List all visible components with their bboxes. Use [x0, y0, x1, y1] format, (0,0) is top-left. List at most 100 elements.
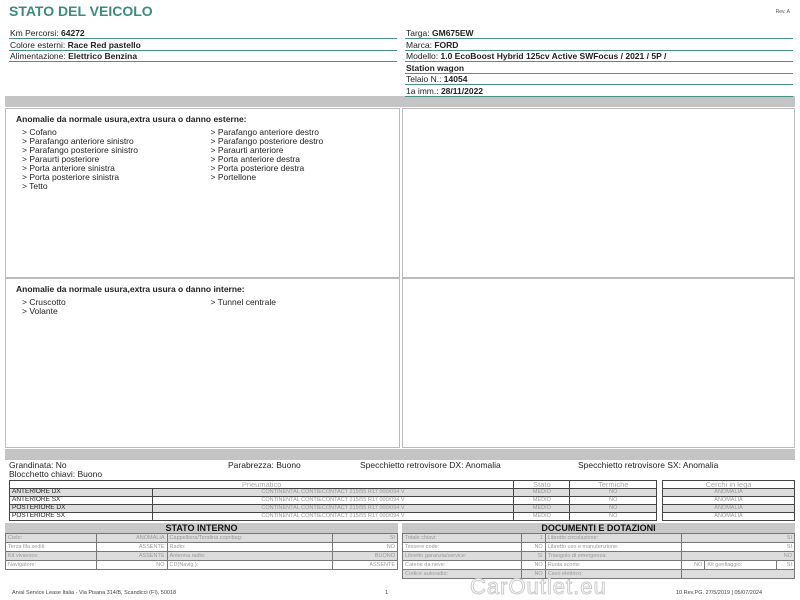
grid-row: Cielo: ANOMALIA Cappelliera/Tendina coprib…	[5, 533, 399, 543]
grid-label: Antenna radio:	[166, 551, 333, 561]
grid-value: SI	[680, 533, 796, 543]
grid-label: Ruota scorta:	[544, 560, 682, 570]
field-label: Marca:	[406, 39, 435, 50]
grid-label: Navigatore:	[5, 560, 97, 570]
tyre-stato: MEDIO	[513, 504, 571, 513]
tyre-termiche: NO	[569, 504, 657, 513]
damage-item: > Porta posteriore destra	[210, 163, 305, 173]
internal-damage-box: Anomalie da normale usura,extra usura o …	[5, 278, 400, 448]
footer-address: Arval Service Lease Italia - Via Pisana …	[12, 590, 177, 596]
grid-label: Codice autoradio:	[402, 569, 522, 579]
field-value: 1.0 EcoBoost Hybrid 125cv Active SWFocus…	[440, 51, 667, 61]
internal-photo-area	[402, 278, 795, 448]
internal-damage-title: Anomalie da normale usura,extra usura o …	[16, 284, 245, 294]
tyre-row: POSTERIORE SX CONTINENTAL CONTIECONTACT 2…	[9, 512, 657, 521]
damage-item: > Portellone	[210, 172, 257, 182]
vehicle-field: Telaio N.: 14054	[405, 74, 793, 85]
damage-item: > Porta anteriore destra	[210, 154, 301, 164]
vehicle-field: Km Percorsi: 64272	[9, 28, 397, 39]
field-label: Telaio N.:	[406, 74, 444, 84]
field-value: Station wagon	[406, 62, 465, 73]
specchietto-dx: Specchietto retrovisore DX: Anomalia	[360, 460, 501, 470]
grid-value: ANOMALIA	[95, 533, 168, 543]
grid-label: CD(Navig.):	[166, 560, 333, 570]
grid-label: Radio:	[166, 542, 333, 552]
tyre-tyre: CONTINENTAL CONTIECONTACT 215/55 R17 000…	[151, 496, 515, 505]
rim-status: ANOMALIA	[662, 496, 795, 505]
damage-item: > Tetto	[22, 181, 48, 191]
rim-row: ANOMALIA	[662, 488, 795, 497]
grandinata: Grandinata: No	[9, 460, 67, 470]
grid-label: Libretto uso e manutenzione:	[544, 542, 682, 552]
header-termiche: Termiche	[569, 480, 657, 489]
external-damage-title: Anomalie da normale usura,extra usura o …	[16, 114, 247, 124]
field-label: 1a imm.:	[406, 85, 441, 96]
field-value: 64272	[61, 28, 85, 38]
field-value: FORD	[434, 39, 459, 50]
grid-row: Tessere code: NO Libretto uso e manutenzio…	[402, 542, 796, 552]
page-number: 1	[385, 590, 389, 596]
vehicle-field: Marca: FORD	[405, 40, 793, 51]
grid-value: NO	[680, 560, 706, 570]
damage-item: > Cofano	[22, 127, 57, 137]
footer-revision: 10 Rev.PG. 27/5/2019 | 05/07/2024	[676, 590, 763, 596]
grid-label: Cielo:	[5, 533, 97, 543]
damage-item: > Porta anteriore sinistra	[22, 163, 115, 173]
damage-item: > Paraurti anteriore	[210, 145, 284, 155]
rims-table: Cerchi in lega ANOMALIA ANOMALIA ANOMALIA A…	[662, 480, 795, 521]
grid-label: Tessere code:	[402, 542, 522, 552]
tyre-row: ANTERIORE SX CONTINENTAL CONTIECONTACT 21…	[9, 496, 657, 505]
parabrezza: Parabrezza: Buono	[228, 460, 301, 470]
vehicle-field: Modello: 1.0 EcoBoost Hybrid 125cv Activ…	[405, 51, 793, 62]
vehicle-field: Alimentazione: Elettrico Benzina	[9, 51, 397, 62]
vehicle-field: Colore esterni: Race Red pastello	[9, 40, 397, 51]
grid-value: SI	[520, 551, 546, 561]
grid-row: Codice autoradio: NO Cavo elettrico:	[402, 569, 796, 579]
rim-status: ANOMALIA	[662, 512, 795, 521]
grid-value: NO	[520, 560, 546, 570]
grid-value: SI	[775, 560, 796, 570]
tyre-stato: MEDIO	[513, 512, 571, 521]
damage-item: > Tunnel centrale	[210, 297, 276, 307]
header-pneumatico: Pneumatico	[8, 480, 515, 489]
tyre-stato: MEDIO	[513, 496, 571, 505]
grid-value: NO	[95, 560, 168, 570]
vehicle-field: Targa: GM675EW	[405, 28, 793, 39]
field-label: Modello:	[406, 51, 441, 61]
grid-value: NO	[331, 542, 399, 552]
grid-value: 1	[520, 533, 546, 543]
rim-row: ANOMALIA	[662, 496, 795, 505]
external-photo-area	[402, 108, 795, 278]
watermark-logo: CarOutlet.eu	[470, 574, 607, 599]
grid-value: NO	[520, 542, 546, 552]
tyre-pos: POSTERIORE DX	[9, 504, 153, 513]
specchietto-sx: Specchietto retrovisore SX: Anomalia	[578, 460, 719, 470]
tyre-table: Pneumatico Stato Termiche ANTERIORE DX CONT…	[8, 480, 657, 521]
grid-value: ASSENTE	[331, 560, 399, 570]
grid-label: Totale chiavi:	[402, 533, 522, 543]
blocchetto-chiavi: Blocchetto chiavi: Buono	[9, 469, 103, 479]
page-title: STATO DEL VEICOLO	[9, 3, 153, 19]
documenti-panel: DOCUMENTI E DOTAZIONI Totale chiavi: 1 Lib…	[402, 523, 796, 579]
grid-row: Totale chiavi: 1 Libretto circolazione: SI	[402, 533, 796, 543]
section-divider	[5, 449, 795, 460]
header-cerchi: Cerchi in lega	[662, 480, 795, 489]
field-value: 14054	[443, 74, 468, 84]
damage-item: > Paraurti posteriore	[22, 154, 100, 164]
tyre-tyre: CONTINENTAL CONTIECONTACT 215/55 R17 000…	[151, 512, 515, 521]
grid-row: Catene da neve: NO Ruota scorta: NO Kit gonf…	[402, 560, 796, 570]
damage-item: > Porta posteriore sinistra	[22, 172, 120, 182]
rim-row: ANOMALIA	[662, 512, 795, 521]
grid-value: ASSENTE	[95, 542, 168, 552]
grid-label: Kit vivavoce:	[5, 551, 97, 561]
damage-item: > Parafango anteriore destro	[210, 127, 319, 137]
grid-value: BUONO	[331, 551, 399, 561]
vehicle-field: 1a imm.: 28/11/2022	[405, 86, 793, 97]
damage-item: > Parafango posteriore sinistro	[22, 145, 138, 155]
tyre-pos: ANTERIORE SX	[9, 496, 153, 505]
grid-value: SI	[331, 533, 399, 543]
documenti-title: DOCUMENTI E DOTAZIONI	[402, 523, 795, 533]
grid-value	[680, 569, 796, 579]
grid-label: Libretto garanzia/service:	[402, 551, 522, 561]
grid-row: Kit vivavoce: ASSENTE Antenna radio: BUONO	[5, 551, 399, 561]
